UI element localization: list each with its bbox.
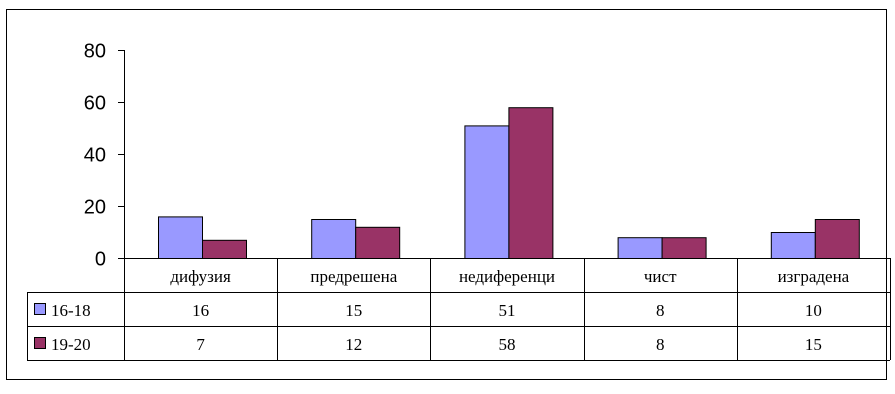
- y-tick-label: 0: [95, 249, 106, 271]
- table-value: 15: [345, 301, 362, 320]
- legend-label: 16-18: [51, 301, 91, 320]
- legend-label: 19-20: [51, 335, 91, 354]
- table-value: 12: [345, 335, 362, 354]
- table-value: 15: [805, 335, 822, 354]
- category-label: изградена: [778, 267, 850, 286]
- axis-layer: 0 20 40 60 80: [84, 41, 125, 271]
- y-tick-label: 40: [84, 145, 106, 167]
- bar-19-20-2: [508, 107, 554, 259]
- data-table: дифузия предрешена недиференци чист изграден…: [27, 258, 891, 361]
- bar-16-18-1: [311, 219, 357, 259]
- bar-16-18-2: [464, 125, 510, 260]
- bar-16-18-0: [158, 216, 203, 259]
- legend-key-19-20: [34, 337, 46, 349]
- bar-19-20-3: [661, 237, 707, 259]
- table-value: 16: [192, 301, 209, 320]
- bar-16-18-4: [770, 232, 816, 259]
- category-label: предрешена: [310, 267, 397, 286]
- table-value: 51: [499, 301, 516, 320]
- legend-key-16-18: [34, 303, 46, 315]
- table-value: 10: [805, 301, 822, 320]
- category-label: дифузия: [170, 267, 231, 286]
- bar-19-20-0: [202, 239, 247, 260]
- bar-16-18-3: [617, 237, 663, 259]
- table-value: 7: [196, 335, 205, 354]
- table-value: 8: [656, 301, 665, 320]
- y-tick-label: 60: [84, 93, 106, 115]
- bar-19-20-4: [814, 219, 860, 259]
- category-label: чист: [644, 267, 677, 286]
- table-value: 58: [499, 335, 516, 354]
- bars-layer: [158, 107, 860, 260]
- bar-19-20-1: [355, 226, 401, 260]
- y-tick-label: 20: [84, 197, 106, 219]
- table-value: 8: [656, 335, 665, 354]
- y-tick-label: 80: [84, 41, 106, 63]
- chart-border: [6, 9, 887, 380]
- category-label: недиференци: [459, 267, 555, 286]
